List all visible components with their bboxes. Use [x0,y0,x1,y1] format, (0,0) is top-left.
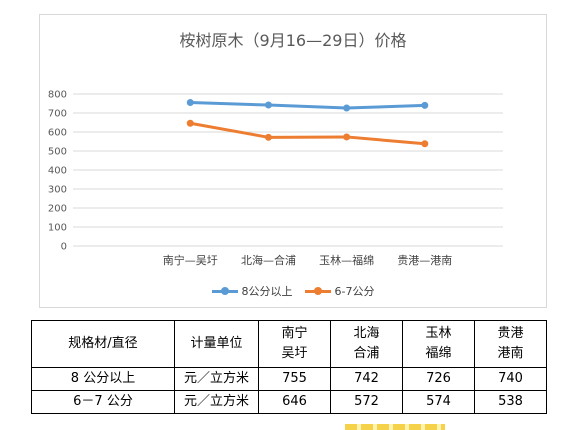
x-tick-label: 北海—合浦 [241,253,296,267]
row-value: 572 [330,390,403,414]
row-value: 646 [258,390,331,414]
y-tick-label: 600 [48,128,67,139]
y-tick-label: 800 [48,90,67,101]
header-spec: 规格材/直径 [31,320,175,368]
data-point [264,101,272,109]
table-row: 6－7 公分 元／立方米 646 572 574 538 [31,390,547,414]
row-value: 538 [474,390,547,414]
series-line [188,121,427,146]
row-value: 574 [402,390,475,414]
data-point [421,101,429,109]
legend-label-series-2: 6-7公分 [334,285,375,298]
header-region-line2: 合浦 [353,346,380,361]
y-tick-label: 200 [48,204,67,215]
data-point [186,99,194,107]
row-spec: 6－7 公分 [31,390,175,414]
data-point [343,133,351,141]
table-row: 8 公分以上 元／立方米 755 742 726 740 [31,367,547,391]
row-value: 740 [474,367,547,391]
table-header-row: 规格材/直径 计量单位 南宁 吴圩 北海 合浦 玉林 福绵 贵港 港南 [31,320,547,368]
legend-swatch-series-2 [304,286,331,296]
header-region-line2: 港南 [497,346,524,361]
header-region: 北海 合浦 [330,320,403,368]
header-region-line2: 吴圩 [281,346,308,361]
y-tick-label: 400 [48,166,67,177]
legend-label-series-1: 8公分以上 [241,285,293,298]
chart-title: 桉树原木（9月16—29日）价格 [179,31,407,50]
row-spec: 8 公分以上 [31,367,175,391]
line-chart: 0 100 200 300 400 500 600 700 800 南宁—吴圩 北海—合浦 玉林—福绵… [48,90,503,267]
header-unit: 计量单位 [174,320,259,368]
y-tick-label: 500 [48,147,67,158]
header-region: 玉林 福绵 [402,320,475,368]
legend-swatch-series-1 [211,286,238,296]
y-tick-label: 0 [61,242,67,253]
price-table: 规格材/直径 计量单位 南宁 吴圩 北海 合浦 玉林 福绵 贵港 港南 8 公分… [31,320,547,414]
y-tick-label: 300 [48,185,67,196]
y-tick-label: 100 [48,223,67,234]
chart-panel: 0 100 200 300 400 500 600 700 800 南宁—吴圩 北海—合浦 玉林—福绵… [39,14,547,308]
header-region-line1: 南宁 [281,326,308,341]
x-tick-label: 南宁—吴圩 [163,253,218,267]
header-region: 南宁 吴圩 [258,320,331,368]
y-tick-label: 700 [48,109,67,120]
data-point [421,140,429,148]
data-point [264,133,272,141]
row-value: 726 [402,367,475,391]
header-region: 贵港 港南 [474,320,547,368]
row-unit: 元／立方米 [174,367,259,391]
legend-item-series-1: 8公分以上 [211,283,293,299]
legend-item-series-2: 6-7公分 [304,283,375,299]
x-tick-label: 贵港—港南 [397,254,452,267]
row-unit: 元／立方米 [174,390,259,414]
row-value: 755 [258,367,331,391]
header-region-line2: 福绵 [425,346,452,361]
x-tick-label: 玉林—福绵 [319,253,374,267]
data-point [343,104,351,112]
data-point [186,119,194,127]
header-region-line1: 玉林 [425,326,452,341]
header-region-line1: 北海 [353,326,380,341]
footer-decoration [345,424,445,430]
series-line [188,101,427,110]
chart-legend: 8公分以上 6-7公分 [40,283,546,299]
row-value: 742 [330,367,403,391]
header-region-line1: 贵港 [497,326,524,341]
